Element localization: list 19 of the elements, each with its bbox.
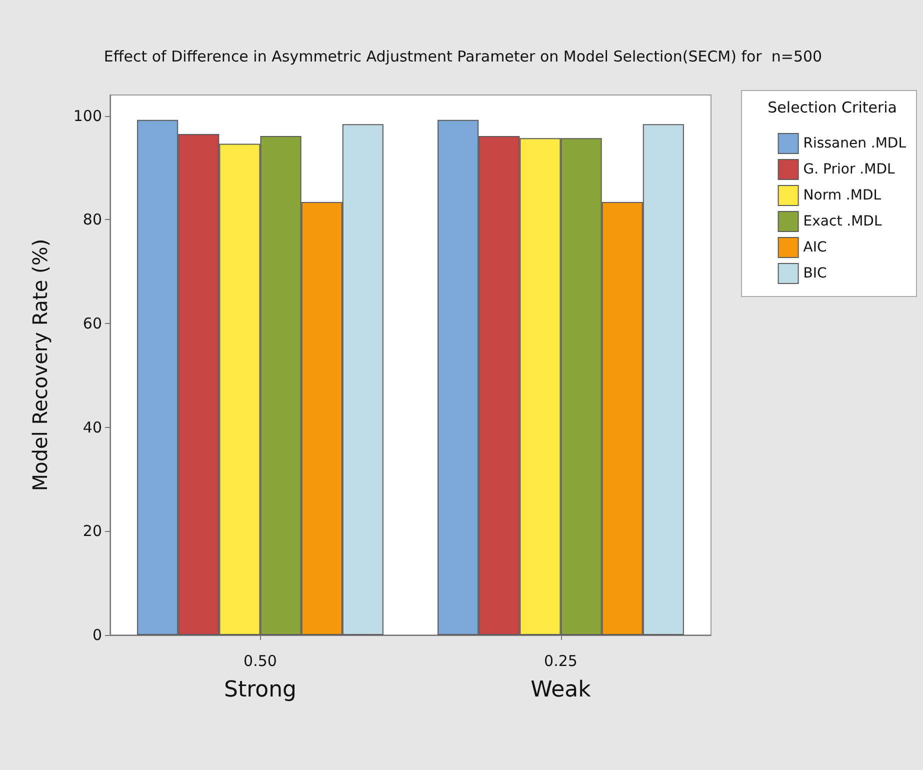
y-axis-title: Model Recovery Rate (%)	[28, 238, 52, 492]
legend-label: Exact .MDL	[803, 214, 882, 230]
legend-label: BIC	[803, 266, 828, 282]
legend-label: Norm .MDL	[803, 188, 882, 204]
text: Weak	[530, 678, 592, 702]
y-tick-label: 20	[82, 522, 102, 540]
chart-title: Effect of Difference in Asymmetric Adjustment Parameter on Model Selection(SECM) for n=500	[104, 48, 822, 66]
legend-title: Selection Criteria	[768, 98, 898, 116]
legend-label: Rissanen .MDL	[803, 136, 906, 152]
y-tick-label: 100	[73, 106, 102, 125]
legend-label: AIC	[803, 240, 828, 256]
x-tick-label: 0.25	[544, 652, 578, 670]
y-tick-label: 40	[82, 418, 102, 436]
x-tick-label: 0.50	[244, 652, 277, 670]
y-tick-label: 80	[82, 210, 102, 229]
legend-label: G. Prior .MDL	[803, 162, 895, 178]
y-tick-label: 60	[82, 314, 102, 332]
y-tick-label: 0	[92, 626, 102, 644]
text: Strong	[224, 678, 297, 702]
